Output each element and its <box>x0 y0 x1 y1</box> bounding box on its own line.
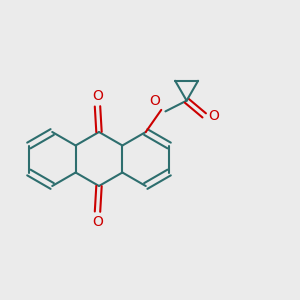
Text: O: O <box>92 89 103 103</box>
Text: O: O <box>92 215 103 229</box>
Text: O: O <box>208 109 219 123</box>
Text: O: O <box>149 94 160 108</box>
